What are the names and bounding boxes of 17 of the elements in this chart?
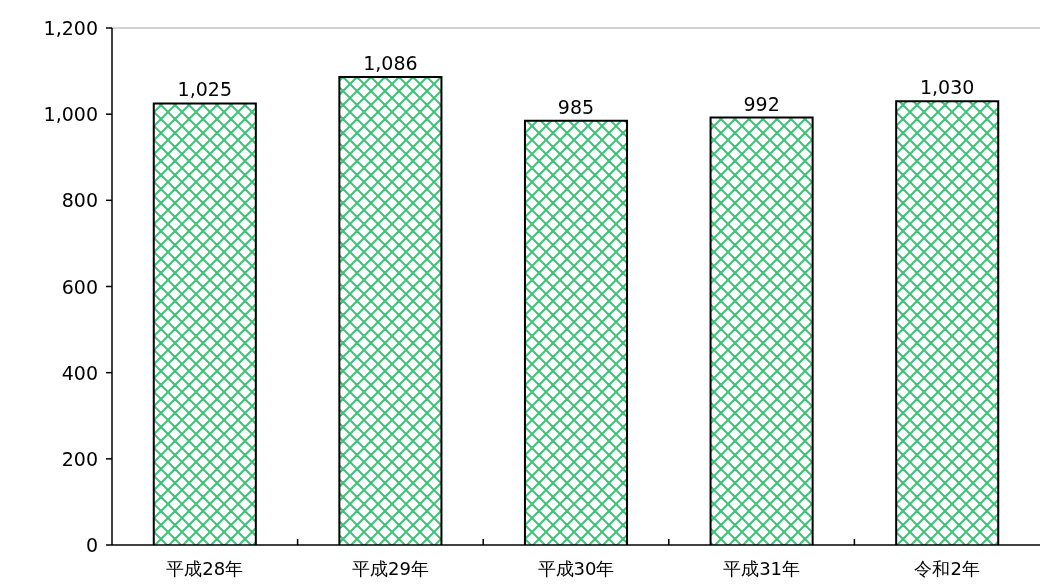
y-tick-label: 1,000 — [43, 103, 98, 126]
x-tick-label: 平成28年 — [166, 558, 244, 579]
data-label: 985 — [557, 95, 595, 118]
y-tick-label: 1,200 — [43, 17, 98, 39]
y-tick-label: 800 — [61, 189, 98, 212]
data-label: 1,025 — [177, 78, 232, 101]
x-tick-label: 平成30年 — [537, 558, 615, 579]
data-label: 1,086 — [363, 52, 418, 75]
y-tick-label: 600 — [61, 275, 98, 298]
y-tick-label: 200 — [61, 447, 98, 470]
y-tick-label: 0 — [85, 534, 98, 556]
x-tick-label: 令和2年 — [914, 558, 980, 579]
data-label: 992 — [743, 92, 780, 115]
x-tick-label: 平成31年 — [723, 558, 801, 579]
data-label: 1,030 — [920, 76, 975, 99]
x-tick-label: 平成29年 — [351, 558, 429, 579]
y-tick-label: 400 — [61, 361, 98, 384]
